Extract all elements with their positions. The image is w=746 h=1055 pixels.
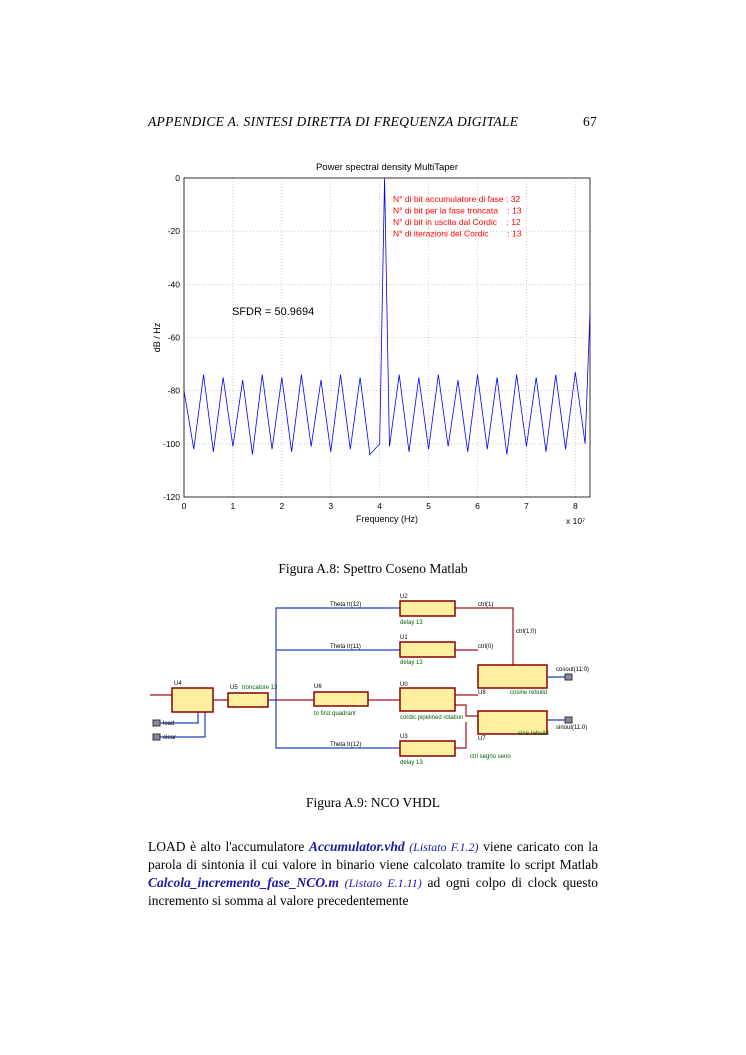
x-tick-label: 5 bbox=[426, 501, 431, 511]
text: ad ogni colpo di clock questo incremento… bbox=[148, 875, 598, 908]
port bbox=[564, 673, 573, 681]
x-tick-label: 6 bbox=[475, 501, 480, 511]
signal-label: ctrl(1) bbox=[478, 602, 493, 608]
y-tick-label: -60 bbox=[168, 333, 181, 343]
y-tick-label: -80 bbox=[168, 386, 181, 396]
y-tick-label: -20 bbox=[168, 226, 181, 236]
x-scale-label: x 10⁷ bbox=[566, 516, 585, 526]
signal-label: cosout(11:0) bbox=[556, 667, 589, 673]
node-id: U4 bbox=[174, 681, 182, 687]
chart-title: Power spectral density MultiTaper bbox=[316, 162, 458, 173]
x-tick-label: 3 bbox=[328, 501, 333, 511]
signal-label: ctrl(1:0) bbox=[516, 629, 536, 635]
node-label: delay 13 bbox=[400, 660, 423, 666]
annotation: SFDR = 50.9694 bbox=[232, 306, 314, 318]
y-tick-label: 0 bbox=[175, 173, 180, 183]
y-tick-label: -40 bbox=[168, 279, 181, 289]
line bbox=[183, 177, 591, 456]
annotation: N° di bit accumulatore di fase : 32 bbox=[393, 194, 520, 204]
block bbox=[399, 641, 456, 658]
x-axis-label: Frequency (Hz) bbox=[356, 514, 418, 524]
header-title: APPENDICE A. SINTESI DIRETTA DI FREQUENZ… bbox=[148, 114, 519, 129]
chart: Power spectral density MultiTaper -120 -10… bbox=[152, 162, 591, 526]
x-tick-label: 2 bbox=[279, 501, 284, 511]
caption: Figura A.9: NCO VHDL bbox=[305, 795, 440, 810]
annotation: N° di iterazioni del Cordic : 13 bbox=[393, 229, 522, 239]
port bbox=[564, 716, 573, 724]
node-label: sine rebuild bbox=[518, 731, 549, 737]
text: LOAD è alto l'accumulatore bbox=[148, 839, 309, 854]
x-tick-label: 7 bbox=[524, 501, 529, 511]
port bbox=[152, 733, 161, 741]
block bbox=[477, 710, 548, 735]
block bbox=[227, 692, 269, 708]
y-tick-label: -100 bbox=[163, 439, 180, 449]
node-id: U5 bbox=[230, 685, 238, 691]
annotation: N° di bit per la fase troncata : 13 bbox=[393, 206, 522, 216]
block bbox=[171, 687, 214, 713]
x-tick-label: 4 bbox=[377, 501, 382, 511]
diagram: U2 delay 13 U1 delay 13 U3 delay 13 U4 U… bbox=[150, 594, 589, 766]
signal-label: clear bbox=[163, 735, 176, 741]
paragraph: LOAD è alto l'accumulatore Accumulator.v… bbox=[148, 838, 598, 910]
node-id: U8 bbox=[478, 690, 486, 696]
block bbox=[399, 740, 456, 757]
wire bbox=[160, 676, 565, 738]
block bbox=[477, 664, 548, 689]
node-label: delay 13 bbox=[400, 760, 423, 766]
plot-frame bbox=[183, 177, 591, 498]
signal-label: Theta tr(12) bbox=[330, 602, 361, 608]
node-id: U0 bbox=[400, 682, 408, 688]
node-label: delay 13 bbox=[400, 620, 423, 626]
page-number: 67 bbox=[583, 114, 598, 129]
reference: (Listato F.1.2) bbox=[409, 840, 479, 854]
node-id: U6 bbox=[314, 684, 322, 690]
port bbox=[152, 719, 161, 727]
signal-label: sinout(11:0) bbox=[556, 725, 587, 731]
block bbox=[399, 687, 456, 712]
wire bbox=[150, 607, 514, 749]
signal-label: ctrl(0) bbox=[478, 644, 493, 650]
caption: Figura A.8: Spettro Coseno Matlab bbox=[278, 561, 468, 576]
signal-label: ctrl segno seno bbox=[470, 754, 511, 760]
wire bbox=[268, 607, 400, 749]
file-name: Accumulator.vhd bbox=[308, 839, 405, 854]
node-id: U7 bbox=[478, 736, 486, 742]
x-tick-label: 1 bbox=[231, 501, 236, 511]
node-id: U3 bbox=[400, 734, 408, 740]
signal-label: load bbox=[163, 721, 174, 727]
x-tick-label: 0 bbox=[182, 501, 187, 511]
file-name: Calcola_incremento_fase_NCO.m bbox=[148, 875, 339, 890]
block bbox=[313, 691, 369, 707]
y-axis-label: dB / Hz bbox=[152, 322, 162, 352]
y-tick-label: -120 bbox=[163, 492, 180, 502]
node-label: cordic pipelined rotation bbox=[400, 715, 463, 721]
block bbox=[399, 600, 456, 617]
reference: (Listato E.1.11) bbox=[344, 876, 422, 890]
node-label: cosine rebuild bbox=[510, 690, 547, 696]
signal-label: Theta tr(12) bbox=[330, 742, 361, 748]
signal-label: Theta tr(11) bbox=[330, 644, 361, 650]
node-id: U1 bbox=[400, 635, 408, 641]
node-label: troncatore 13 bbox=[242, 685, 278, 691]
node-label: to first quadrant bbox=[314, 711, 356, 717]
node-id: U2 bbox=[400, 594, 408, 600]
x-tick-label: 8 bbox=[573, 501, 578, 511]
annotation: N° di bit in uscita dal Cordic : 12 bbox=[393, 217, 521, 227]
text: viene caricato con la parola di sintonia… bbox=[148, 839, 599, 872]
